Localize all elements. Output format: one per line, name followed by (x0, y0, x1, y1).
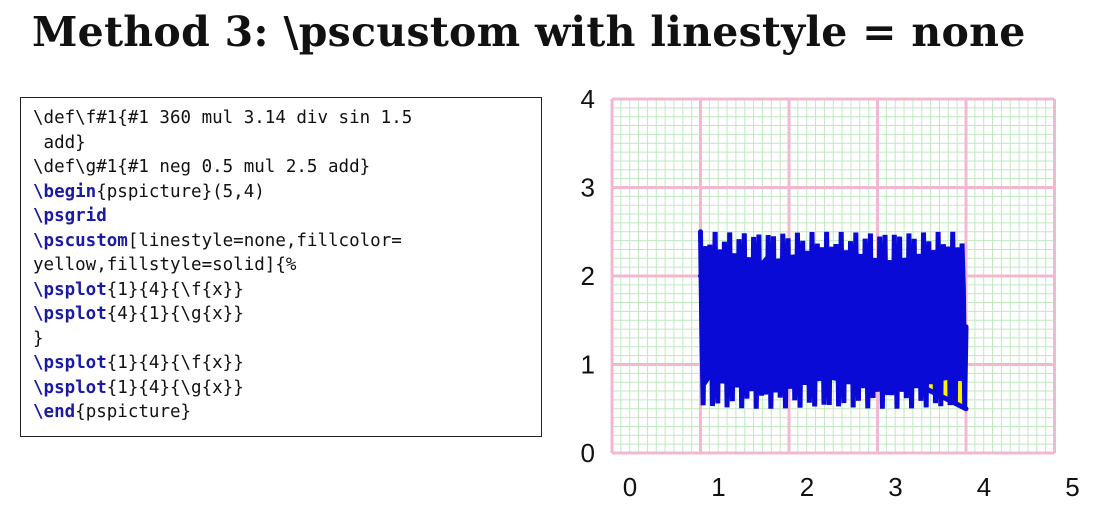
code-segment: \def\g#1{#1 neg 0.5 mul 2.5 add} (33, 157, 371, 177)
curve-f (698, 229, 969, 409)
code-segment: } (33, 328, 44, 349)
code-line: \psplot{1}{4}{\g{x}} (33, 378, 244, 398)
code-text: \def\f#1{#1 360 mul 3.14 div sin 1.5 add… (33, 106, 412, 425)
page-title: Method 3: \pscustom with linestyle = non… (32, 8, 1026, 56)
y-tick-label: 0 (581, 438, 595, 468)
code-segment: add} (33, 132, 86, 153)
function-plot: 0 1 2 3 4 5 0 1 2 3 4 (581, 84, 1080, 500)
code-segment: \def\f#1{#1 360 mul 3.14 div sin 1.5 (33, 108, 413, 128)
code-segment: {pspicture}(5,4) (96, 181, 265, 202)
y-tick-label: 4 (581, 84, 595, 114)
x-tick-label: 2 (800, 472, 814, 500)
code-keyword: \pscustom (33, 230, 128, 251)
code-line: \psgrid (33, 206, 107, 226)
y-tick-label: 1 (581, 350, 595, 380)
code-keyword: \end (33, 402, 76, 422)
code-segment: {1}{4}{\f{x}} (106, 279, 244, 300)
code-segment: {1}{4}{\f{x}} (106, 353, 244, 373)
x-tick-label: 3 (888, 472, 902, 500)
code-line: \psplot{1}{4}{\f{x}} (33, 353, 244, 373)
code-line: \psplot{1}{4}{\f{x}} (33, 280, 244, 300)
code-keyword: \psplot (33, 377, 107, 398)
code-line: yellow,fillstyle=solid]{% (33, 255, 296, 275)
code-line: \end{pspicture} (33, 402, 191, 422)
code-segment: {1}{4}{\g{x}} (106, 377, 244, 398)
line-g (698, 273, 969, 412)
code-segment: {pspicture} (75, 402, 192, 422)
code-line: add} (33, 133, 86, 153)
code-line: \psplot{4}{1}{\g{x}} (33, 304, 244, 324)
x-tick-label: 5 (1065, 472, 1079, 500)
code-keyword: \psplot (33, 279, 107, 300)
code-line: \begin{pspicture}(5,4) (33, 182, 265, 202)
code-segment: [linestyle=none,fillcolor= (127, 230, 402, 251)
code-line: \def\g#1{#1 neg 0.5 mul 2.5 add} (33, 157, 370, 177)
code-segment: yellow,fillstyle=solid]{% (33, 255, 297, 275)
code-keyword: \psplot (33, 353, 107, 373)
y-tick-label: 2 (581, 261, 595, 291)
code-keyword: \begin (33, 181, 97, 202)
x-tick-label: 1 (711, 472, 725, 500)
code-line: \pscustom[linestyle=none,fillcolor= (33, 231, 402, 251)
code-line: \def\f#1{#1 360 mul 3.14 div sin 1.5 (33, 108, 412, 128)
x-tick-label: 4 (977, 472, 991, 500)
x-tick-label: 0 (623, 472, 637, 500)
code-listing: \def\f#1{#1 360 mul 3.14 div sin 1.5 add… (20, 97, 542, 437)
y-tick-label: 3 (581, 173, 595, 203)
code-line: } (33, 329, 44, 349)
code-keyword: \psplot (33, 304, 107, 324)
code-keyword: \psgrid (33, 206, 107, 226)
code-segment: {4}{1}{\g{x}} (106, 304, 244, 324)
